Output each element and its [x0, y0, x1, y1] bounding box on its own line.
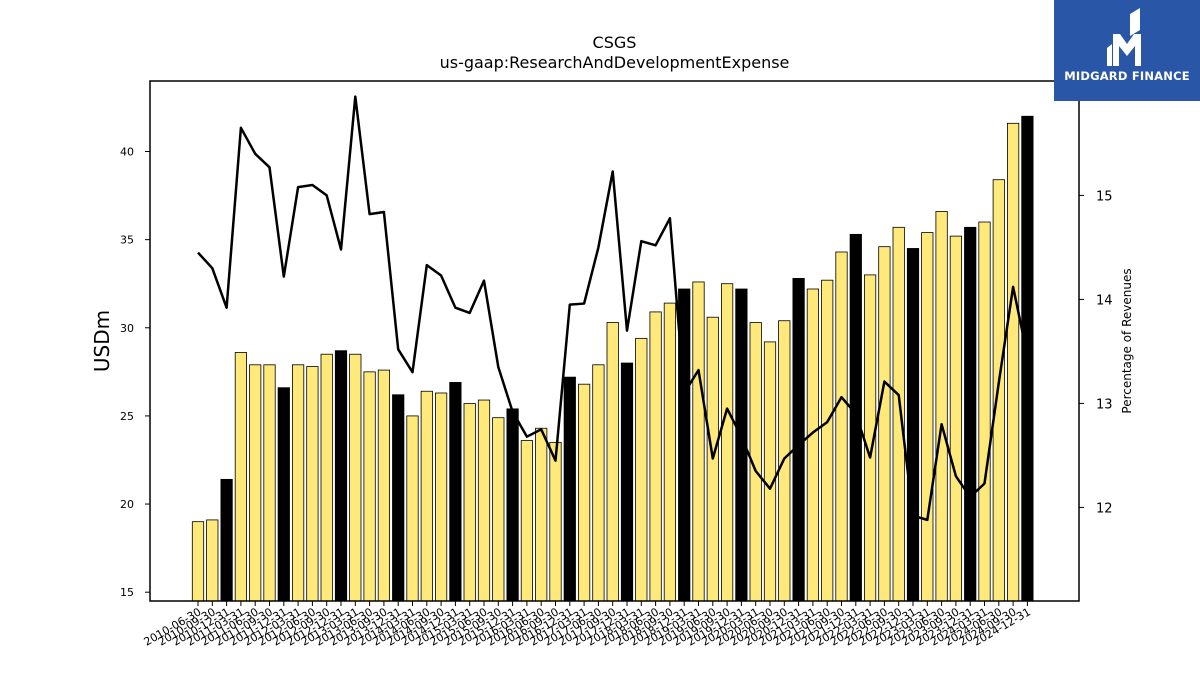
- bar-2019-03-31: [692, 281, 705, 602]
- bar-2015-03-31: [463, 403, 476, 602]
- y2-tick-label: 14: [1096, 293, 1113, 308]
- bar-2017-09-30: [606, 322, 619, 602]
- bar-2020-12-31: [792, 278, 805, 602]
- bar-2016-12-31: [563, 376, 576, 602]
- bar-2018-03-31: [635, 337, 648, 602]
- y-tick-label: 30: [120, 322, 134, 335]
- bar-2023-09-30: [949, 235, 963, 602]
- bar-2015-12-31: [506, 408, 519, 602]
- brand-name: MIDGARD FINANCE: [1064, 69, 1190, 83]
- y-tick-label: 25: [120, 410, 134, 423]
- midgard-logo-icon: [1107, 8, 1141, 66]
- bar-2014-09-30: [434, 392, 448, 602]
- bar-2019-09-30: [721, 283, 734, 602]
- bar-2015-09-30: [492, 417, 505, 602]
- chart-title: CSGS: [593, 33, 637, 52]
- bar-2024-12-31: [1021, 115, 1034, 602]
- bar-2013-12-31: [392, 394, 405, 602]
- bar-2016-06-30: [535, 427, 548, 602]
- bar-2011-06-30: [249, 364, 262, 602]
- bar-2017-03-31: [578, 383, 591, 602]
- bar-2014-03-31: [406, 415, 419, 602]
- bar-2013-03-31: [349, 353, 362, 602]
- bar-2023-06-30: [935, 211, 948, 602]
- brand-logo: MIDGARD FINANCE: [1054, 0, 1200, 101]
- bar-2023-03-31: [921, 232, 934, 602]
- bar-2022-12-31: [906, 248, 920, 602]
- line-series: [197, 95, 1029, 522]
- bar-2011-09-30: [263, 364, 276, 602]
- bar-2014-06-30: [420, 390, 433, 602]
- bar-2010-06-30: [191, 521, 205, 602]
- y-tick-label: 35: [120, 234, 134, 247]
- bar-2016-03-31: [520, 440, 534, 602]
- bar-2012-09-30: [320, 353, 333, 602]
- right-axis: 12 13 14 15: [1079, 189, 1113, 516]
- bar-2017-12-31: [620, 362, 634, 602]
- left-axis: 15 20 25 30 35 40: [120, 146, 150, 599]
- bar-2022-06-30: [878, 246, 891, 602]
- bar-2012-06-30: [306, 366, 319, 602]
- y2-tick-label: 13: [1096, 397, 1113, 412]
- bar-2021-03-31: [806, 288, 820, 602]
- bar-2021-06-30: [821, 279, 834, 602]
- plot-frame: [149, 80, 1080, 602]
- bar-2017-06-30: [592, 364, 605, 602]
- bar-2024-03-31: [978, 221, 991, 602]
- bar-2010-12-31: [220, 478, 233, 602]
- bar-2018-06-30: [649, 311, 662, 602]
- chart-subtitle: us-gaap:ResearchAndDevelopmentExpense: [440, 53, 790, 72]
- bar-2012-03-31: [291, 364, 305, 602]
- y-tick-label: 40: [120, 146, 134, 159]
- bar-2022-09-30: [892, 226, 905, 602]
- bar-2012-12-31: [334, 350, 348, 602]
- bar-2024-09-30: [1007, 122, 1020, 602]
- y-axis-label: USDm: [90, 310, 114, 372]
- bar-2011-12-31: [277, 387, 290, 602]
- bar-2015-06-30: [477, 399, 491, 602]
- y-tick-label: 15: [120, 586, 134, 599]
- y2-axis-label: Percentage of Revenues: [1120, 268, 1134, 413]
- bar-2014-12-31: [449, 382, 462, 602]
- bar-2023-12-31: [964, 226, 977, 602]
- y2-tick-label: 12: [1096, 501, 1113, 516]
- x-axis: 2010-06-302010-09-302010-12-312011-03-31…: [142, 601, 1033, 649]
- bar-2018-09-30: [663, 302, 677, 602]
- y2-tick-label: 15: [1096, 189, 1113, 204]
- bar-2013-09-30: [377, 369, 391, 602]
- bar-2021-09-30: [835, 251, 848, 602]
- bar-2016-09-30: [549, 441, 562, 602]
- bar-2013-06-30: [363, 371, 376, 602]
- bar-2010-09-30: [206, 519, 219, 602]
- bar-2011-03-31: [234, 352, 247, 602]
- y-tick-label: 20: [120, 498, 134, 511]
- bar-2020-06-30: [763, 341, 777, 602]
- percentage-line: [197, 95, 1029, 522]
